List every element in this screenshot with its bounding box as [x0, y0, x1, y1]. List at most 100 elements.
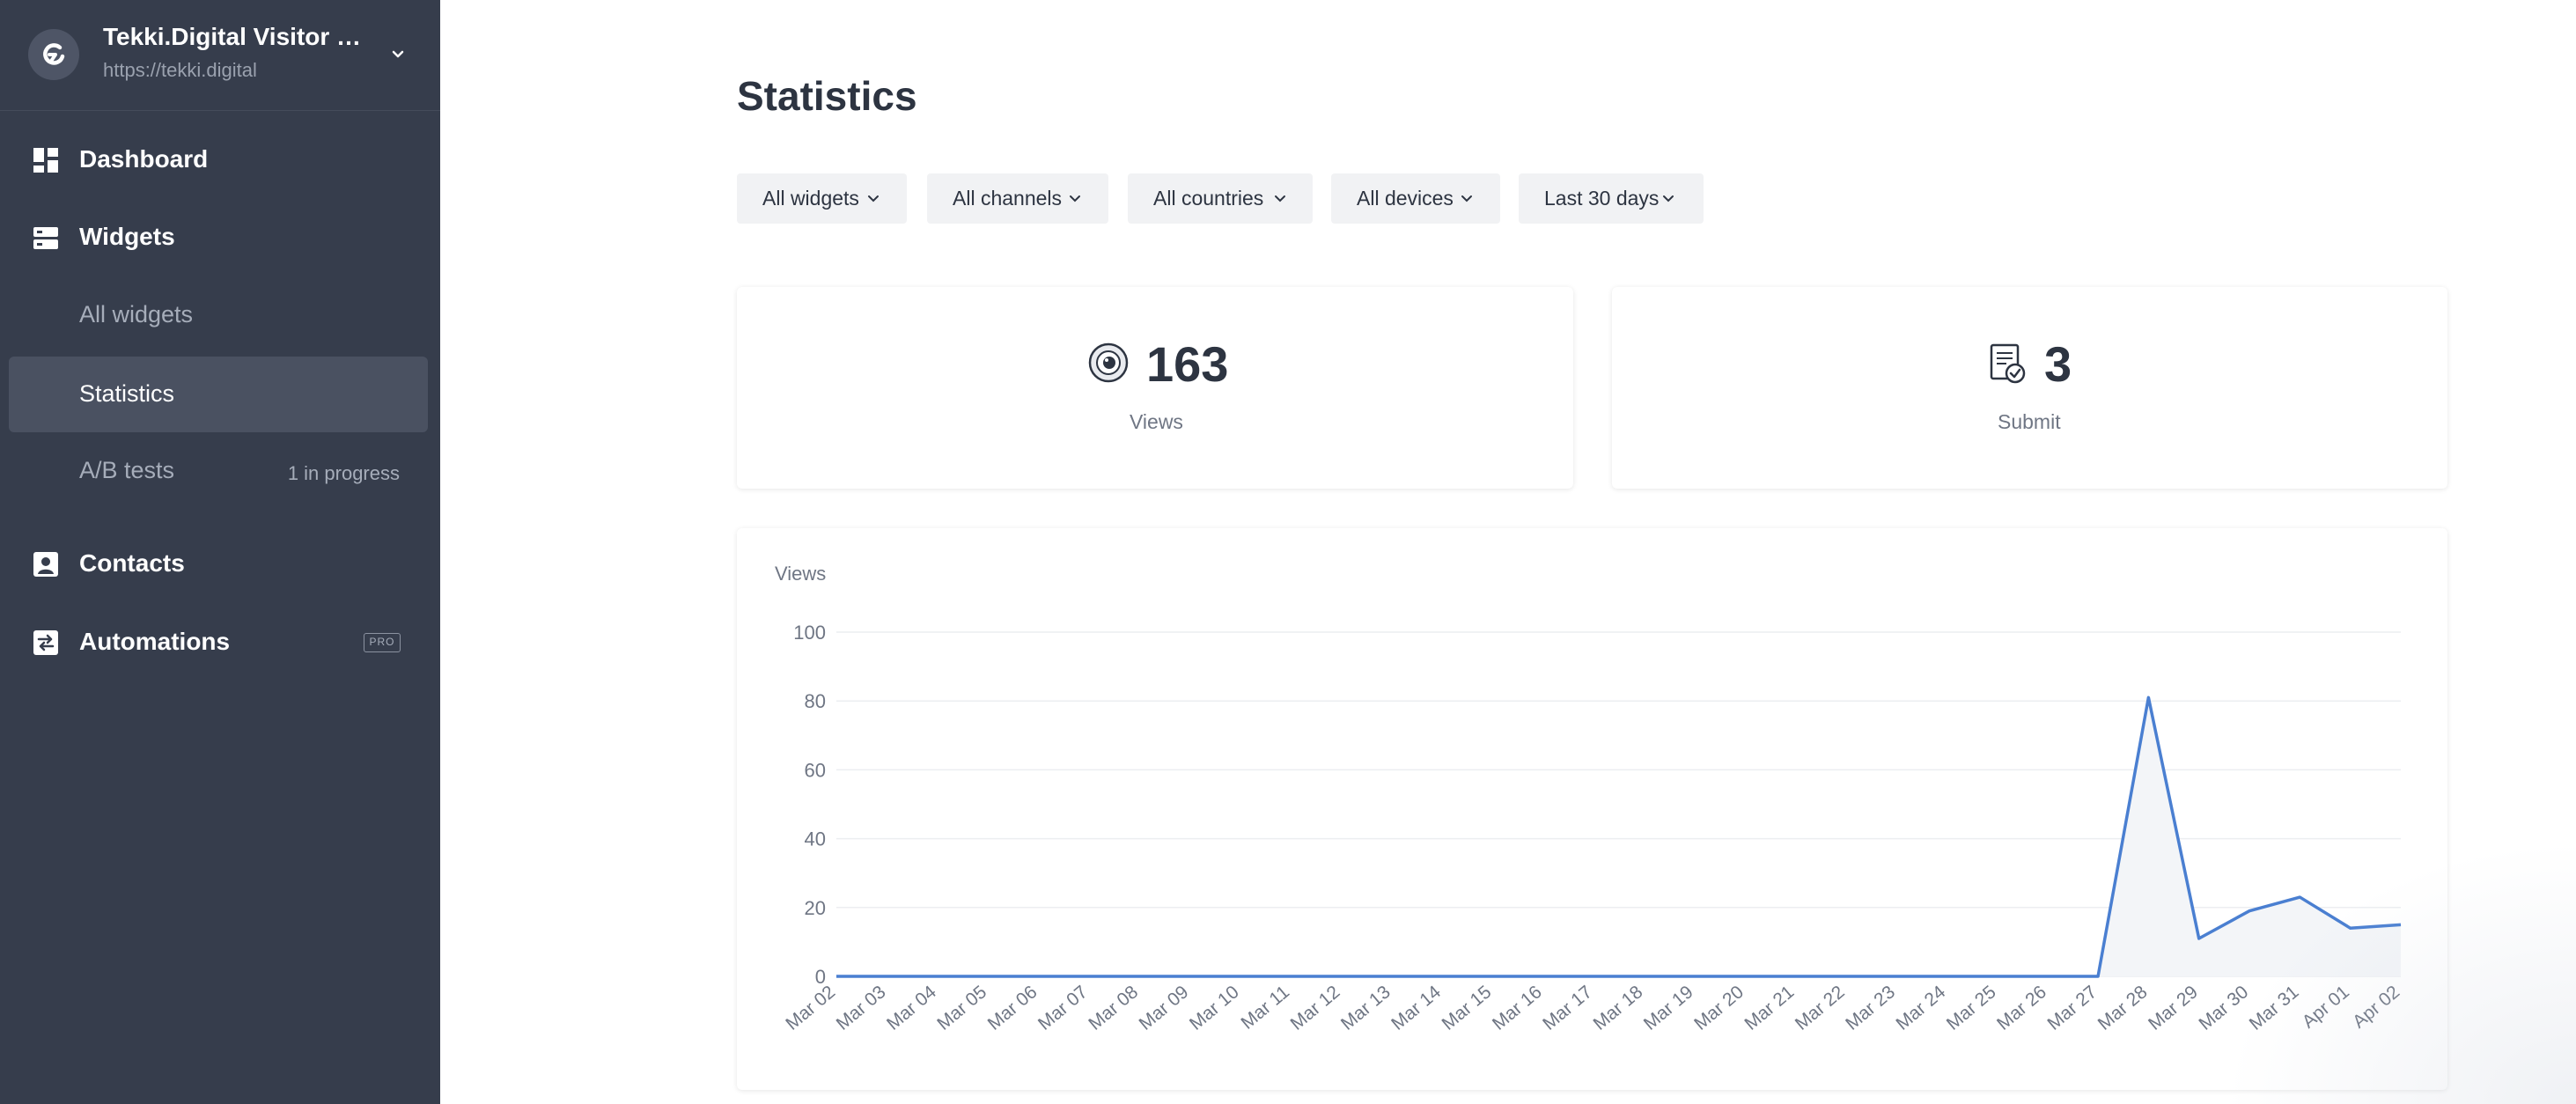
filter-date-range-dropdown[interactable]: Last 30 days — [1519, 173, 1704, 224]
x-tick-label: Mar 10 — [1186, 982, 1243, 1034]
x-tick-label: Mar 18 — [1590, 982, 1647, 1034]
data-point — [2046, 975, 2050, 978]
data-point — [1440, 975, 1444, 978]
data-point — [1490, 975, 1494, 978]
automation-icon — [33, 630, 58, 655]
x-tick-label: Apr 01 — [2299, 982, 2353, 1032]
x-tick-label: Mar 02 — [782, 982, 839, 1034]
y-tick-label: 80 — [805, 690, 826, 712]
dashboard-icon — [33, 148, 58, 173]
x-tick-label: Mar 15 — [1439, 982, 1496, 1034]
series-line — [836, 696, 2402, 978]
eye-icon — [1088, 342, 1129, 383]
x-tick-label: Mar 11 — [1237, 982, 1293, 1034]
data-point — [885, 975, 888, 978]
data-point — [1542, 975, 1545, 978]
sidebar-item-label: A/B tests — [79, 457, 175, 483]
data-point — [1592, 975, 1595, 978]
chevron-down-icon — [868, 195, 879, 202]
data-point — [2298, 895, 2301, 899]
site-logo — [28, 29, 79, 80]
data-point — [936, 975, 939, 978]
sidebar-item-label: Dashboard — [79, 145, 209, 173]
site-url: https://tekki.digital — [103, 59, 257, 81]
y-tick-label: 0 — [815, 966, 826, 988]
sidebar-item-statistics[interactable]: Statistics — [9, 357, 428, 432]
x-tick-label: Mar 04 — [883, 982, 940, 1034]
x-tick-label: Mar 19 — [1640, 982, 1697, 1034]
data-point — [1390, 975, 1394, 978]
sidebar-item-automations[interactable]: Automations PRO — [0, 616, 440, 669]
views-label: Views — [1130, 410, 1183, 433]
data-point — [2197, 937, 2201, 940]
x-tick-label: Mar 23 — [1842, 982, 1899, 1034]
chevron-down-icon[interactable] — [387, 44, 408, 65]
data-point — [1087, 975, 1091, 978]
x-tick-label: Mar 28 — [2094, 982, 2152, 1034]
data-point — [1289, 975, 1292, 978]
x-tick-label: Mar 31 — [2246, 982, 2303, 1034]
data-point — [1945, 975, 1948, 978]
x-tick-label: Mar 12 — [1287, 982, 1344, 1034]
contact-card-icon — [33, 552, 58, 577]
filter-label: All widgets — [762, 187, 859, 210]
sidebar-item-label: Contacts — [79, 549, 185, 577]
x-tick-label: Mar 08 — [1085, 982, 1142, 1034]
sidebar-item-label: Statistics — [79, 380, 175, 407]
data-point — [1743, 975, 1747, 978]
site-name: Tekki.Digital Visitor Surv... — [103, 23, 376, 50]
x-tick-label: Mar 30 — [2195, 982, 2252, 1034]
data-point — [2248, 909, 2251, 913]
y-tick-label: 40 — [805, 828, 826, 850]
data-point — [1995, 975, 1998, 978]
x-tick-label: Mar 13 — [1337, 982, 1395, 1034]
x-tick-label: Mar 29 — [2145, 982, 2202, 1034]
x-tick-label: Mar 17 — [1539, 982, 1596, 1034]
chevron-down-icon — [1461, 195, 1472, 202]
sidebar-item-all-widgets[interactable]: All widgets — [9, 277, 428, 353]
x-tick-label: Mar 26 — [1993, 982, 2050, 1034]
x-tick-label: Mar 14 — [1387, 982, 1445, 1034]
views-stat-card — [737, 287, 1573, 489]
filter-countries-dropdown[interactable]: All countries — [1128, 173, 1313, 224]
data-point — [1793, 975, 1797, 978]
filter-devices-dropdown[interactable]: All devices — [1331, 173, 1500, 224]
data-point — [986, 975, 990, 978]
data-point — [1692, 975, 1696, 978]
data-point — [1188, 975, 1191, 978]
sidebar-item-widgets[interactable]: Widgets — [0, 211, 440, 264]
data-point — [2399, 923, 2403, 926]
widgets-icon — [33, 227, 58, 249]
sidebar-item-dashboard[interactable]: Dashboard — [0, 134, 440, 187]
submit-label: Submit — [1998, 410, 2061, 433]
data-point — [1844, 975, 1847, 978]
x-tick-label: Mar 24 — [1892, 982, 1949, 1034]
data-point — [1642, 975, 1645, 978]
data-point — [1036, 975, 1040, 978]
x-tick-label: Mar 21 — [1741, 982, 1798, 1034]
chevron-down-icon — [1275, 195, 1285, 202]
x-tick-label: Mar 06 — [984, 982, 1041, 1034]
y-tick-label: 100 — [793, 622, 826, 644]
submit-count: 3 — [2044, 336, 2072, 392]
filter-widgets-dropdown[interactable]: All widgets — [737, 173, 907, 224]
x-tick-label: Mar 20 — [1690, 982, 1748, 1034]
filter-channels-dropdown[interactable]: All channels — [927, 173, 1108, 224]
sidebar-item-label: Automations — [79, 628, 231, 655]
sidebar-item-label: Widgets — [79, 223, 175, 250]
sidebar-item-ab-tests[interactable]: A/B tests 1 in progress — [9, 433, 428, 509]
data-point — [2349, 926, 2352, 930]
pro-badge: PRO — [364, 633, 401, 652]
filter-label: Last 30 days — [1544, 187, 1660, 210]
x-tick-label: Mar 09 — [1136, 982, 1193, 1034]
data-point — [1239, 975, 1242, 978]
data-point — [2146, 696, 2150, 699]
site-switcher[interactable]: Tekki.Digital Visitor Surv... https://te… — [0, 0, 440, 111]
data-point — [2096, 975, 2100, 978]
sidebar-item-contacts[interactable]: Contacts — [0, 538, 440, 591]
views-count: 163 — [1146, 336, 1229, 392]
form-check-icon — [1990, 343, 2026, 384]
data-point — [1137, 975, 1141, 978]
series-area — [836, 697, 2401, 976]
chevron-down-icon — [1070, 195, 1080, 202]
